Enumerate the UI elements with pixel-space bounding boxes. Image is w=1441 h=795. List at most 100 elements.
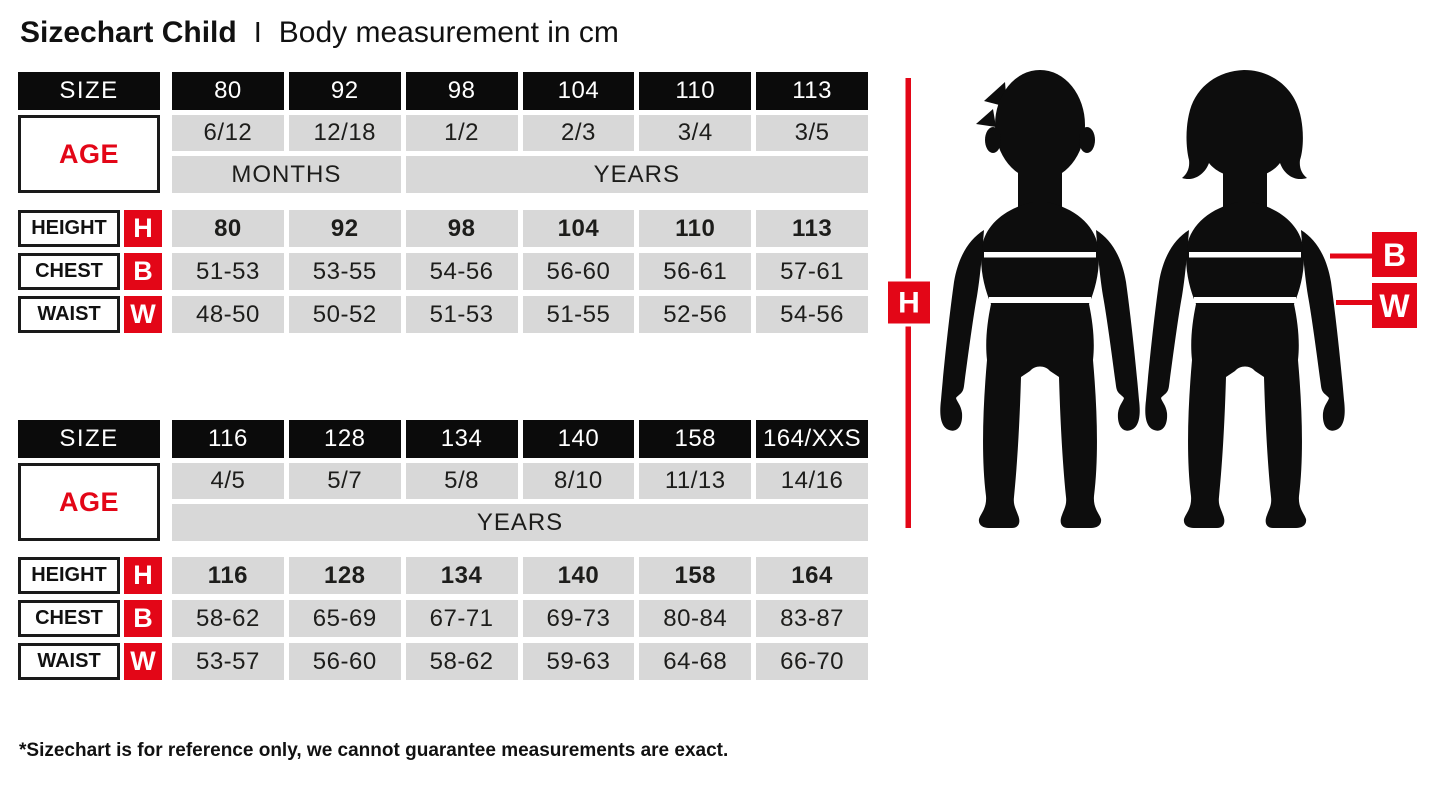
- size-cell: 104: [522, 72, 635, 110]
- chest-cell: 57-61: [756, 253, 868, 290]
- waist-cell: 52-56: [639, 296, 752, 333]
- chest-cell: 83-87: [756, 600, 868, 637]
- age-cell: 3/5: [756, 115, 868, 151]
- title-main: Sizechart Child: [20, 16, 237, 49]
- unit-years-cell: YEARS: [172, 504, 868, 541]
- chest-marker-badge: B: [1372, 232, 1417, 277]
- waist-pointer-line: [1336, 300, 1372, 305]
- chest-cell: 69-73: [522, 600, 635, 637]
- age-header-label: AGE: [18, 115, 160, 193]
- size-cell: 134: [405, 420, 518, 458]
- height-cell: 158: [639, 557, 752, 594]
- height-cell: 164: [756, 557, 868, 594]
- age-cell: 12/18: [288, 115, 401, 151]
- chest-label: CHEST: [18, 600, 120, 637]
- height-cell: 128: [288, 557, 401, 594]
- size-cell: 113: [756, 72, 868, 110]
- boy-chest-line: [984, 252, 1096, 258]
- size-header-label: SIZE: [18, 420, 160, 458]
- height-cell: 104: [522, 210, 635, 247]
- age-cell: 4/5: [172, 463, 284, 499]
- height-marker-badge: H: [885, 278, 933, 327]
- size-cell: 80: [172, 72, 284, 110]
- waist-cell: 59-63: [522, 643, 635, 680]
- chest-cell: 65-69: [288, 600, 401, 637]
- size-cell: 92: [288, 72, 401, 110]
- height-cell: 113: [756, 210, 868, 247]
- chest-letter-badge: B: [124, 600, 162, 637]
- boy-waist-line: [989, 297, 1091, 303]
- age-cell: 3/4: [639, 115, 752, 151]
- height-label: HEIGHT: [18, 557, 120, 594]
- waist-cell: 51-53: [405, 296, 518, 333]
- waist-marker-badge: W: [1372, 283, 1417, 328]
- girl-chest-line: [1189, 252, 1301, 258]
- chest-cell: 80-84: [639, 600, 752, 637]
- height-letter-badge: H: [124, 557, 162, 594]
- waist-label: WAIST: [18, 296, 120, 333]
- table1-header: SIZE 80 92 98 104 110 113 AGE 6/12 12/18…: [18, 72, 868, 193]
- chest-label: CHEST: [18, 253, 120, 290]
- girl-silhouette-figure: [1145, 70, 1345, 528]
- waist-cell: 53-57: [172, 643, 284, 680]
- height-cell: 134: [405, 557, 518, 594]
- age-cell: 6/12: [172, 115, 284, 151]
- unit-years-cell: YEARS: [405, 156, 868, 193]
- row-label-height: HEIGHT H: [18, 210, 162, 247]
- size-header-label: SIZE: [18, 72, 160, 110]
- footnote: *Sizechart is for reference only, we can…: [19, 740, 729, 761]
- row-label-waist: WAIST W: [18, 296, 162, 333]
- page-title: Sizechart Child I Body measurement in cm: [20, 16, 619, 50]
- chest-marker-letter: B: [1383, 237, 1406, 273]
- size-cell: 128: [288, 420, 401, 458]
- height-letter-badge: H: [124, 210, 162, 247]
- age-cell: 14/16: [756, 463, 868, 499]
- chest-cell: 56-61: [639, 253, 752, 290]
- waist-cell: 51-55: [522, 296, 635, 333]
- size-cell: 164/XXS: [756, 420, 868, 458]
- age-header-label: AGE: [18, 463, 160, 541]
- age-cell: 11/13: [639, 463, 752, 499]
- waist-label: WAIST: [18, 643, 120, 680]
- chest-cell: 67-71: [405, 600, 518, 637]
- row-label-waist: WAIST W: [18, 643, 162, 680]
- table1-measurements: HEIGHT H 80 92 98 104 110 113 CHEST B 51…: [18, 210, 868, 333]
- title-separator: I: [253, 16, 262, 49]
- table2-header: SIZE 116 128 134 140 158 164/XXS AGE 4/5…: [18, 420, 868, 541]
- height-cell: 116: [172, 557, 284, 594]
- height-cell: 110: [639, 210, 752, 247]
- age-cell: 1/2: [405, 115, 518, 151]
- age-cell: 8/10: [522, 463, 635, 499]
- waist-cell: 66-70: [756, 643, 868, 680]
- height-cell: 80: [172, 210, 284, 247]
- age-cell: 5/8: [405, 463, 518, 499]
- row-label-chest: CHEST B: [18, 600, 162, 637]
- waist-marker-letter: W: [1379, 288, 1410, 324]
- height-marker-letter: H: [898, 287, 920, 320]
- size-cell: 110: [639, 72, 752, 110]
- size-cell: 116: [172, 420, 284, 458]
- age-cell: 2/3: [522, 115, 635, 151]
- chest-cell: 56-60: [522, 253, 635, 290]
- size-cell: 140: [522, 420, 635, 458]
- waist-cell: 54-56: [756, 296, 868, 333]
- waist-letter-badge: W: [124, 296, 162, 333]
- row-label-height: HEIGHT H: [18, 557, 162, 594]
- waist-cell: 58-62: [405, 643, 518, 680]
- row-label-chest: CHEST B: [18, 253, 162, 290]
- title-subtitle: Body measurement in cm: [278, 16, 619, 49]
- height-label: HEIGHT: [18, 210, 120, 247]
- chest-letter-badge: B: [124, 253, 162, 290]
- height-cell: 140: [522, 557, 635, 594]
- size-cell: 158: [639, 420, 752, 458]
- chest-cell: 58-62: [172, 600, 284, 637]
- size-cell: 98: [405, 72, 518, 110]
- height-cell: 98: [405, 210, 518, 247]
- unit-months-cell: MONTHS: [172, 156, 401, 193]
- height-cell: 92: [288, 210, 401, 247]
- measurement-figure: H B W: [885, 70, 1417, 528]
- waist-cell: 50-52: [288, 296, 401, 333]
- chest-pointer-line: [1330, 253, 1372, 259]
- chest-cell: 51-53: [172, 253, 284, 290]
